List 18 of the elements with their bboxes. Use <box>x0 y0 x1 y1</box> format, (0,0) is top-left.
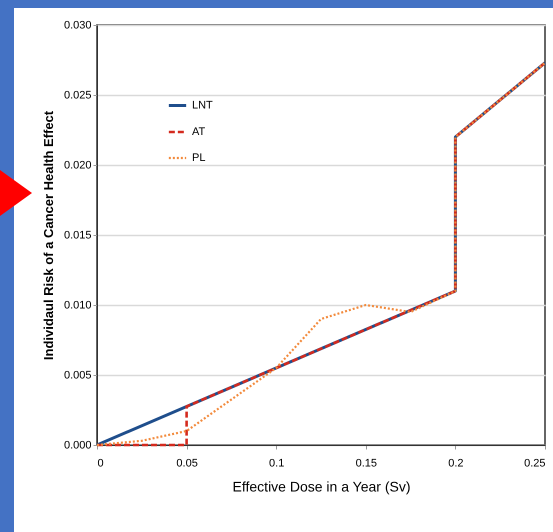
legend-label: LNT <box>192 100 214 112</box>
y-tick-label: 0.025 <box>64 90 92 102</box>
y-tick-label: 0.010 <box>64 300 92 312</box>
legend-label: AT <box>192 126 206 138</box>
x-tick-label: 0.15 <box>356 458 378 470</box>
x-tick-label: 0.25 <box>524 458 546 470</box>
x-tick-label: 0.05 <box>176 458 198 470</box>
x-tick-label: 0 <box>98 458 104 470</box>
y-tick-label: 0.015 <box>64 230 92 242</box>
legend-label: PL <box>192 152 206 164</box>
y-tick-label: 0.020 <box>64 160 92 172</box>
y-tick-label: 0.030 <box>64 20 92 32</box>
x-axis-title: Effective Dose in a Year (Sv) <box>232 478 410 494</box>
x-tick-label: 0.2 <box>448 458 464 470</box>
y-tick-label: 0.000 <box>64 440 92 452</box>
x-tick-label: 0.1 <box>269 458 284 470</box>
y-tick-label: 0.005 <box>64 370 92 382</box>
y-axis-title: Individaul Risk of a Cancer Health Effect <box>40 110 56 360</box>
